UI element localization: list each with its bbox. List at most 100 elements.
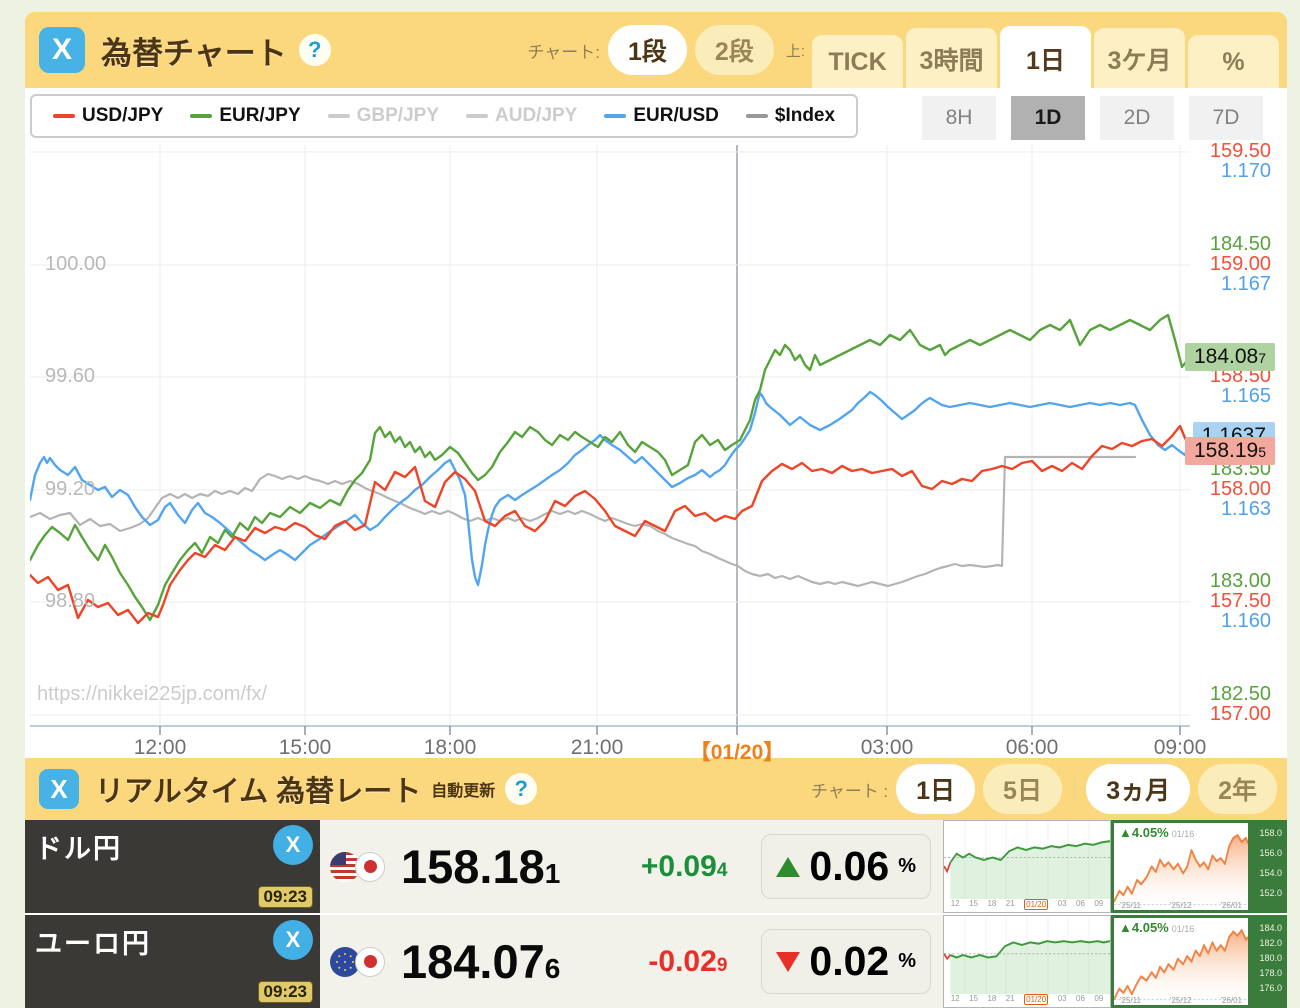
mini-date-label: '25/12 [1169, 996, 1192, 1005]
x-share-icon[interactable]: X [273, 825, 313, 865]
mini-intraday-svg [944, 821, 1110, 899]
tab-1day[interactable]: 1日 [1000, 26, 1091, 94]
pair-name: ユーロ円 [35, 929, 151, 959]
auto-update-label: 自動更新 [431, 783, 496, 800]
rates-2year-button[interactable]: 2年 [1198, 764, 1277, 814]
fx-line-chart[interactable] [30, 145, 1190, 737]
rates-1day-button[interactable]: 1日 [896, 764, 976, 814]
series-legend: USD/JPY EUR/JPY GBP/JPY AUD/JPY EUR/USD … [30, 94, 859, 138]
legend-label: $Index [774, 105, 836, 126]
watermark-url: https://nikkei225jp.com/fx/ [37, 683, 268, 705]
range-7d-button[interactable]: 7D [1189, 96, 1263, 140]
mini-intraday-chart[interactable]: 12 15 18 21 01/20 03 06 09 [943, 915, 1111, 1008]
price-value: 184.076 [401, 935, 561, 988]
percent-change-box: 0.06 % [761, 834, 931, 899]
help-icon[interactable]: ? [505, 773, 538, 805]
rate-cell: 158.181 +0.094 0.06 % [320, 820, 943, 913]
mini-y-label: 180.0 [1259, 953, 1282, 963]
legend-label: USD/JPY [82, 105, 164, 126]
mini-3month-svg [1114, 929, 1248, 1005]
mini-x-label: 15 [969, 899, 978, 908]
layout-2dan-button[interactable]: 2段 [694, 25, 774, 75]
right-axis-label: 184.50 [1209, 233, 1271, 255]
mini-x-label: 06 [1076, 899, 1085, 908]
mini-y-label: 184.0 [1259, 923, 1282, 933]
left-axis-label: 98.80 [45, 590, 96, 612]
tab-3month[interactable]: 3ケ月 [1094, 28, 1185, 88]
legend-item-usdjpy[interactable]: USD/JPY [53, 105, 163, 127]
tab-3hour[interactable]: 3時間 [906, 28, 997, 88]
mini-y-label: 182.0 [1259, 938, 1282, 948]
rate-row-eurjpy: ユーロ円 X 09:23 184.076 -0.029 0.02 % 12 15 1… [25, 913, 1287, 1008]
left-axis-label: 99.20 [45, 478, 96, 500]
x-logo-icon[interactable]: X [39, 27, 85, 73]
mini-x-label: 09 [1094, 994, 1104, 1003]
right-axis-label: 1.167 [1220, 273, 1271, 295]
mini-x-labels: 12 15 18 21 01/20 03 06 09 [944, 994, 1110, 1007]
legend-label: GBP/JPY [356, 105, 439, 126]
pair-name-cell[interactable]: ユーロ円 X 09:23 [25, 915, 320, 1008]
upper-label: 上: [785, 42, 805, 60]
x-logo-icon[interactable]: X [39, 769, 79, 809]
x-axis-time-label: 12:00 [133, 736, 187, 759]
main-chart-panel[interactable]: USD/JPY EUR/JPY GBP/JPY AUD/JPY EUR/USD … [25, 88, 1287, 764]
current-value-badge: 184.087 [1184, 343, 1275, 371]
mini-3month-y-labels: 158.0 156.0 154.0 152.0 [1248, 823, 1284, 910]
fx-app: X 為替チャート ? チャート: 1段 2段 上: TICK 3時間 1日 3ケ… [25, 12, 1287, 1008]
mini-x-label: 18 [987, 994, 997, 1003]
mini-y-label: 158.0 [1259, 828, 1282, 838]
mini-3month-chart[interactable]: ▲4.05% 01/16 '25/11 '25/12 '26/01 158.0 156.… [1111, 820, 1287, 913]
chart-header: X 為替チャート ? チャート: 1段 2段 上: TICK 3時間 1日 3ケ… [25, 12, 1287, 94]
down-triangle-icon [776, 951, 801, 972]
x-axis-time-label: 06:00 [1005, 736, 1059, 759]
rates-5day-button[interactable]: 5日 [983, 764, 1062, 814]
mini-y-label: 152.0 [1259, 888, 1282, 898]
price-value: 158.181 [401, 840, 561, 893]
rates-header: X リアルタイム 為替レート 自動更新 ? チャート : 1日 5日 | 3ヵ月… [25, 758, 1287, 820]
mini-date-label: '26/01 [1220, 901, 1242, 910]
mini-date-label: '25/11 [1120, 996, 1141, 1005]
index-dash-icon [745, 114, 768, 118]
mini-3month-chart[interactable]: ▲4.05% 01/16 '25/11 '25/12 '26/01 184.0 182.… [1111, 915, 1287, 1008]
range-2d-button[interactable]: 2D [1100, 96, 1174, 140]
right-axis-label: 1.160 [1220, 610, 1271, 632]
legend-item-gbpjpy[interactable]: GBP/JPY [327, 105, 439, 127]
mini-3month-x-labels: '25/11 '25/12 '26/01 [1114, 996, 1248, 1005]
tab-percent[interactable]: % [1188, 35, 1279, 88]
mini-3month-y-labels: 184.0 182.0 180.0 178.0 176.0 [1248, 918, 1284, 1005]
mini-intraday-chart[interactable]: 12 15 18 21 01/20 03 06 09 [943, 820, 1111, 913]
x-axis-time-label: 15:00 [278, 736, 332, 759]
right-axis-label: 159.00 [1209, 253, 1271, 275]
mini-x-label: 21 [1005, 899, 1015, 908]
usdjpy-dash-icon [53, 114, 75, 118]
mini-3month-plot: ▲4.05% 01/16 '25/11 '25/12 '26/01 [1114, 823, 1248, 910]
mini-3month-x-labels: '25/11 '25/12 '26/01 [1114, 901, 1248, 910]
range-8h-button[interactable]: 8H [922, 96, 996, 140]
legend-item-audjpy[interactable]: AUD/JPY [466, 105, 577, 127]
left-axis-label: 100.00 [45, 253, 107, 275]
mini-x-labels: 12 15 18 21 01/20 03 06 09 [944, 899, 1110, 912]
mini-date-label: '25/11 [1120, 901, 1141, 910]
legend-label: EUR/JPY [219, 105, 301, 126]
quote-time-badge: 09:23 [257, 981, 313, 1003]
legend-item-dollarindex[interactable]: $Index [745, 105, 836, 127]
tab-tick[interactable]: TICK [812, 35, 903, 88]
layout-1dan-button[interactable]: 1段 [608, 25, 687, 75]
range-1d-button[interactable]: 1D [1011, 96, 1085, 140]
percent-change-box: 0.02 % [761, 929, 931, 994]
mini-y-label: 156.0 [1259, 848, 1282, 858]
eurjpy-dash-icon [190, 114, 213, 118]
legend-item-eurusd[interactable]: EUR/USD [604, 105, 719, 127]
change-value: +0.094 [640, 849, 728, 883]
pair-name-cell[interactable]: ドル円 X 09:23 [25, 820, 320, 913]
x-share-icon[interactable]: X [273, 920, 313, 960]
help-icon[interactable]: ? [298, 34, 331, 66]
audjpy-dash-icon [466, 114, 488, 118]
rates-3month-button[interactable]: 3ヵ月 [1086, 764, 1191, 814]
x-axis-time-label: 03:00 [860, 736, 914, 759]
timeframe-tabs: TICK 3時間 1日 3ケ月 % [809, 26, 1279, 94]
legend-item-eurjpy[interactable]: EUR/JPY [190, 105, 301, 127]
mini-date-label: '25/12 [1169, 901, 1192, 910]
mini-x-label: 18 [987, 899, 997, 908]
mini-x-label: 01/20 [1024, 899, 1049, 910]
